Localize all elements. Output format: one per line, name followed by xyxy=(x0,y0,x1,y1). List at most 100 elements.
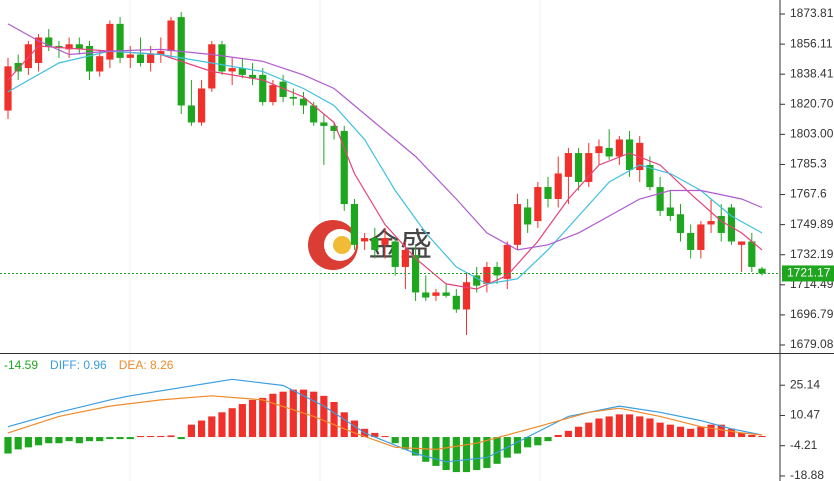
y-tick-label: -4.21 xyxy=(790,438,818,452)
candle-body xyxy=(534,187,542,222)
candle-body xyxy=(666,207,674,216)
candle-body xyxy=(75,44,83,50)
candle-body xyxy=(299,98,308,106)
watermark-text: 金盛 xyxy=(368,226,432,262)
macd-bar xyxy=(289,389,297,438)
macd-bar xyxy=(45,437,53,444)
y-tick-label: 1838.41 xyxy=(790,66,834,80)
candle-body xyxy=(228,68,236,72)
candle-body xyxy=(289,96,297,99)
macd-bar xyxy=(432,437,440,466)
ma-line xyxy=(7,50,763,285)
candle-body xyxy=(717,215,725,233)
candle-body xyxy=(595,146,603,154)
candle-body xyxy=(462,282,471,310)
candle-body xyxy=(147,54,155,63)
candle-body xyxy=(411,255,420,293)
candle-body xyxy=(259,74,267,103)
macd-bar xyxy=(493,437,501,464)
macd-bar xyxy=(473,437,481,471)
candle-body xyxy=(758,268,766,274)
macd-bar xyxy=(167,435,175,438)
legend-entry: -14.59 xyxy=(4,358,38,372)
y-tick-label: 1696.79 xyxy=(790,307,834,321)
candle-body xyxy=(45,37,53,46)
macd-bar xyxy=(615,414,623,438)
macd-bar xyxy=(676,426,685,438)
last-price-label: 1721.17 xyxy=(787,266,831,280)
legend-entry: DEA: 8.26 xyxy=(119,358,174,372)
candle-body xyxy=(4,66,12,111)
macd-bar xyxy=(717,424,725,438)
candle-body xyxy=(422,292,430,298)
macd-bar xyxy=(248,399,257,438)
macd-bar xyxy=(452,437,460,473)
macd-bar xyxy=(96,437,104,442)
macd-bar xyxy=(310,391,318,438)
candle-body xyxy=(452,295,460,310)
macd-bar xyxy=(208,416,216,438)
candle-body xyxy=(330,125,338,131)
macd-bar xyxy=(269,393,277,438)
macd-bar xyxy=(330,402,338,438)
candle-body xyxy=(585,153,593,182)
y-tick-label: 1767.6 xyxy=(790,187,827,201)
candle-body xyxy=(401,249,409,267)
candle-body xyxy=(85,45,94,72)
macd-bar xyxy=(646,418,654,438)
macd-bar xyxy=(218,412,226,438)
candle-body xyxy=(697,224,705,250)
candle-body xyxy=(279,81,287,97)
candle-body xyxy=(738,241,746,245)
macd-bar xyxy=(687,428,695,438)
candle-body xyxy=(513,204,522,245)
candle-body xyxy=(96,56,104,72)
candle-body xyxy=(748,241,756,267)
macd-bar xyxy=(147,436,155,438)
ma-line xyxy=(7,45,763,290)
macd-bar xyxy=(625,414,634,438)
macd-bar xyxy=(544,437,552,442)
macd-bar xyxy=(157,436,165,438)
candle-body xyxy=(574,153,583,182)
candle-body xyxy=(432,292,440,296)
macd-bar xyxy=(340,412,348,438)
macd-bar xyxy=(605,416,613,438)
candle-body xyxy=(340,130,348,205)
macd-bar xyxy=(279,391,287,438)
y-tick-label: 1732.19 xyxy=(790,247,834,261)
candle-body xyxy=(361,238,369,242)
candle-body xyxy=(371,238,379,250)
macd-bar xyxy=(411,437,420,456)
macd-bar xyxy=(727,428,736,438)
macd-bar xyxy=(738,432,746,438)
macd-bar xyxy=(462,437,471,473)
macd-bar xyxy=(34,437,43,446)
candle-body xyxy=(442,292,450,296)
macd-bar xyxy=(666,424,674,438)
y-tick-label: 1820.70 xyxy=(790,96,834,110)
macd-bar xyxy=(513,437,522,454)
macd-bar xyxy=(238,404,246,438)
candle-body xyxy=(116,23,124,58)
candle-body xyxy=(269,85,277,103)
macd-bar xyxy=(228,408,236,438)
y-tick-label: 1803.00 xyxy=(790,127,834,141)
candle-body xyxy=(157,51,165,55)
candle-body xyxy=(65,44,73,50)
candle-body xyxy=(248,74,257,79)
y-tick-label: 1679.08 xyxy=(790,337,834,351)
y-tick-label: 1873.81 xyxy=(790,6,834,20)
candle-body xyxy=(238,68,246,75)
candle-body xyxy=(218,44,226,72)
candle-body xyxy=(524,207,532,225)
macd-bar xyxy=(259,397,267,438)
macd-bar xyxy=(197,420,206,438)
macd-bar xyxy=(14,437,22,450)
watermark: 金盛 xyxy=(308,220,432,270)
candle-body xyxy=(14,62,22,72)
macd-bar xyxy=(595,418,603,438)
candle-body xyxy=(656,187,664,211)
